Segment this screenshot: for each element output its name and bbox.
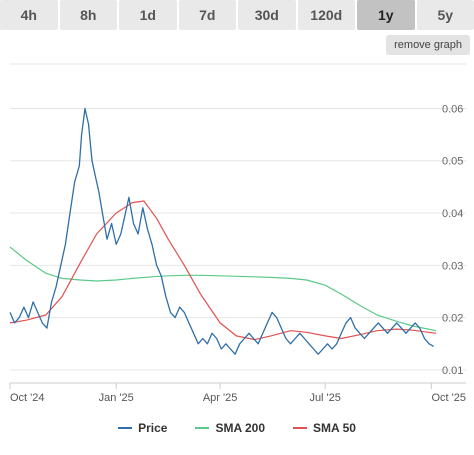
y-tick-label: 0.05 — [442, 156, 463, 168]
tab-5y[interactable]: 5y — [416, 0, 474, 30]
legend-swatch-sma50 — [293, 427, 308, 429]
x-tick-label: Apr '25 — [203, 392, 238, 404]
legend-label-price: Price — [138, 421, 168, 435]
x-tick-label: Oct '25 — [431, 392, 466, 404]
x-axis-ticks: Oct '24 Jan '25 Apr '25 Jul '25 Oct '25 — [9, 382, 466, 404]
tab-120d[interactable]: 120d — [297, 0, 355, 30]
tab-7d[interactable]: 7d — [178, 0, 236, 30]
legend-item-price[interactable]: Price — [118, 418, 167, 438]
tab-8h[interactable]: 8h — [59, 0, 117, 30]
legend-item-sma200[interactable]: SMA 200 — [195, 418, 265, 438]
timeframe-tabs: 4h 8h 1d 7d 30d 120d 1y 5y — [0, 0, 474, 30]
price-line — [9, 107, 435, 355]
series-lines — [9, 107, 437, 355]
legend-label-sma50: SMA 50 — [313, 421, 356, 435]
y-tick-label: 0.03 — [442, 260, 463, 272]
chart-legend: Price SMA 200 SMA 50 — [0, 418, 474, 438]
x-tick-label: Oct '24 — [10, 392, 45, 404]
sma50-line — [9, 200, 437, 341]
legend-label-sma200: SMA 200 — [215, 421, 266, 435]
sma200-line — [9, 246, 437, 332]
y-axis-ticks: 0.01 0.02 0.03 0.04 0.05 0.06 — [442, 103, 463, 376]
y-tick-label: 0.01 — [442, 365, 463, 377]
x-tick-label: Jan '25 — [99, 392, 134, 404]
legend-swatch-price — [118, 427, 133, 429]
tab-4h[interactable]: 4h — [0, 0, 58, 30]
legend-swatch-sma200 — [195, 427, 210, 429]
tab-1y[interactable]: 1y — [357, 0, 415, 30]
remove-graph-button[interactable]: remove graph — [386, 35, 470, 55]
gridlines — [10, 63, 466, 371]
legend-item-sma50[interactable]: SMA 50 — [293, 418, 356, 438]
y-tick-label: 0.04 — [442, 208, 463, 220]
x-tick-label: Jul '25 — [309, 392, 340, 404]
tab-30d[interactable]: 30d — [238, 0, 296, 30]
y-tick-label: 0.02 — [442, 313, 463, 325]
tab-1d[interactable]: 1d — [119, 0, 177, 30]
y-tick-label: 0.06 — [442, 103, 463, 115]
